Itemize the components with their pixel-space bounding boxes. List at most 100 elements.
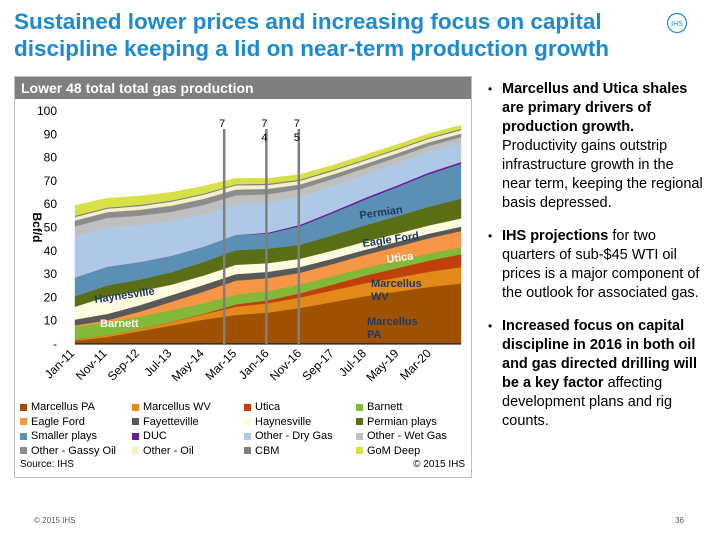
annotation-text: WV <box>371 291 389 303</box>
legend-item: Barnett <box>356 400 470 415</box>
x-tick-label: Jan-16 <box>236 346 272 382</box>
page-number: 36 <box>675 516 684 525</box>
legend-swatch <box>244 403 251 411</box>
marker-label-3: 5 <box>294 132 300 144</box>
legend-item: Other - Gassy Oil <box>20 444 132 459</box>
marker-label-2: 7 <box>261 118 267 130</box>
logo-text: IHS <box>671 21 683 28</box>
y-tick-label: - <box>53 337 57 351</box>
legend-row: Marcellus PA Marcellus WV Utica Barnett <box>20 400 470 415</box>
legend-label: Eagle Ford <box>31 415 85 428</box>
legend-label: Smaller plays <box>31 430 98 443</box>
legend-label: DUC <box>143 430 167 443</box>
legend-swatch <box>244 447 251 455</box>
legend-swatch <box>132 418 139 426</box>
bullet-text: Productivity gains outstrip infrastructu… <box>502 138 703 211</box>
annotation-text: Barnett <box>100 318 139 330</box>
legend-label: Other - Wet Gas <box>367 430 447 443</box>
x-tick-label: May-19 <box>363 346 401 384</box>
legend-swatch <box>356 418 363 426</box>
y-tick-label: 10 <box>44 314 58 328</box>
annotation-utica: Utica <box>386 250 415 266</box>
legend-item: GoM Deep <box>356 444 470 459</box>
bullet-bold-text: IHS projections <box>502 228 609 244</box>
x-tick-label: Sep-17 <box>299 346 336 383</box>
x-tick-label: Jan-11 <box>42 346 77 381</box>
area-gom-deep <box>74 124 462 217</box>
legend-row: Other - Gassy Oil Other - Oil CBM GoM Deep <box>20 444 470 459</box>
legend-label: Barnett <box>367 401 403 414</box>
chart-copyright: © 2015 IHS <box>413 459 465 470</box>
y-tick-label: 20 <box>44 290 58 304</box>
x-tick-label: May-14 <box>169 346 207 384</box>
legend-swatch <box>132 447 139 455</box>
y-axis-label: Bcf/d <box>30 213 44 243</box>
legend-swatch <box>356 432 363 440</box>
legend-label: Fayetteville <box>143 415 199 428</box>
x-tick-label: Mar-20 <box>397 346 434 383</box>
legend-item: Other - Dry Gas <box>244 429 356 444</box>
legend-swatch <box>356 403 363 411</box>
annotation-text: Marcellus <box>371 278 422 290</box>
legend-item: Marcellus PA <box>20 400 132 415</box>
y-tick-label: 60 <box>44 197 58 211</box>
slide-title: Sustained lower prices and increasing fo… <box>14 9 610 61</box>
annotation-marcellus-pa: Marcellus PA <box>367 316 418 341</box>
x-tick-label: Nov-11 <box>73 346 110 383</box>
y-tick-label: 70 <box>44 174 58 188</box>
legend-item: Eagle Ford <box>20 415 132 430</box>
ihs-logo-icon: IHS <box>666 12 688 34</box>
marker-label-1: 7 <box>219 118 225 130</box>
legend-item: DUC <box>132 429 244 444</box>
legend-item: Other - Oil <box>132 444 244 459</box>
legend-label: Utica <box>255 401 281 414</box>
legend-swatch <box>20 432 27 440</box>
legend-swatch <box>20 447 27 455</box>
legend-item: Other - Wet Gas <box>356 429 470 444</box>
legend-swatch <box>132 432 139 440</box>
marker-label-3: 7 <box>294 118 300 130</box>
y-tick-label: 80 <box>44 151 58 165</box>
x-tick-label: Nov-16 <box>267 346 304 383</box>
x-tick-label: Mar-15 <box>203 346 240 383</box>
x-tick-label: Sep-12 <box>105 346 142 383</box>
legend-swatch <box>244 432 251 440</box>
legend-item: Utica <box>244 400 356 415</box>
annotation-text: Marcellus <box>367 316 418 328</box>
legend-swatch <box>132 403 139 411</box>
y-tick-label: 90 <box>44 127 58 141</box>
bullet-bold-text: Increased focus on capital discipline in… <box>502 318 697 391</box>
legend-item: Marcellus WV <box>132 400 244 415</box>
bullet-item: • Increased focus on capital discipline i… <box>486 317 706 431</box>
chart-legend: Marcellus PA Marcellus WV Utica Barnett Eagl… <box>20 400 470 458</box>
legend-item: Smaller plays <box>20 429 132 444</box>
y-tick-label: 40 <box>44 244 58 258</box>
legend-label: GoM Deep <box>367 444 421 457</box>
bullet-list: • Marcellus and Utica shales are primary … <box>486 80 706 445</box>
bullet-item: • Marcellus and Utica shales are primary … <box>486 80 706 213</box>
annotation-barnett: Barnett <box>100 318 139 330</box>
y-tick-label: 30 <box>44 267 58 281</box>
footer-copyright: © 2015 IHS <box>34 516 76 525</box>
chart-source: Source: IHS <box>20 459 74 470</box>
annotation-marcellus-wv: Marcellus WV <box>371 278 422 303</box>
bullet-text: affecting development plans and rig coun… <box>502 375 673 429</box>
legend-item: CBM <box>244 444 356 459</box>
marker-label-2: 4 <box>261 132 267 144</box>
bullet-item: • IHS projections for two quarters of sub… <box>486 227 706 303</box>
legend-swatch <box>244 418 251 426</box>
bullet-text: for two quarters of sub-$45 WTI oil pric… <box>502 228 700 301</box>
legend-item: Permian plays <box>356 415 470 430</box>
legend-label: CBM <box>255 444 280 457</box>
bullet-dot-icon: • <box>488 319 493 333</box>
annotation-text: Utica <box>386 250 415 266</box>
chart-panel: Lower 48 total total gas production - 10 2… <box>14 76 472 478</box>
bullet-dot-icon: • <box>488 229 493 243</box>
y-tick-label: 100 <box>37 104 57 118</box>
annotation-text: PA <box>367 329 382 341</box>
legend-row: Smaller plays DUC Other - Dry Gas Other - W… <box>20 429 470 444</box>
legend-swatch <box>20 418 27 426</box>
legend-item: Fayetteville <box>132 415 244 430</box>
y-tick-label: 50 <box>44 221 58 235</box>
legend-swatch <box>356 447 363 455</box>
